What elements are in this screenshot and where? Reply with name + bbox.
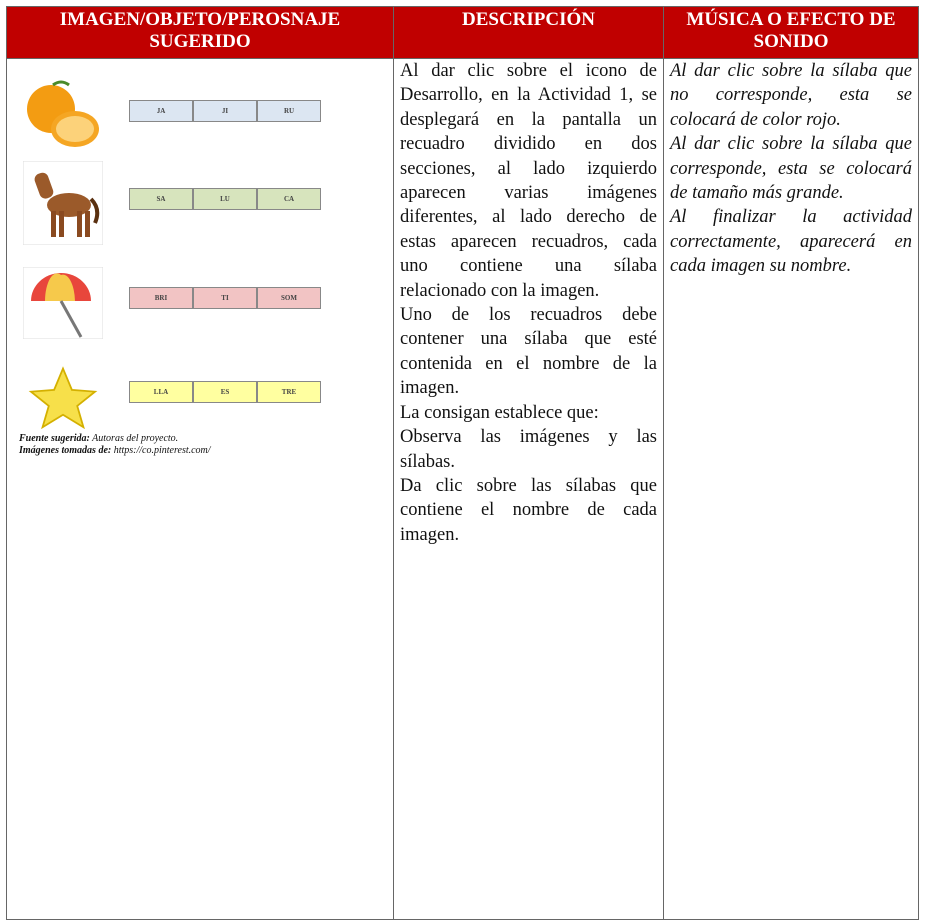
orange-image [27, 80, 99, 147]
star-image [28, 366, 98, 429]
description-cell: Al dar clic sobre el icono de Desarrollo… [393, 58, 664, 920]
syllable: CA [257, 188, 321, 210]
syllable: TRE [257, 381, 321, 403]
syllable: JA [129, 100, 193, 122]
syllable: ES [193, 381, 257, 403]
images-caption: Imágenes tomadas de: https://co.pinteres… [19, 445, 387, 457]
description-paragraph: Da clic sobre las sílabas que contiene e… [400, 475, 657, 545]
image-cell: JA JI RU SA LU CA BRI TI SOM LLA ES TRE Fu [6, 58, 394, 920]
syllable: SA [129, 188, 193, 210]
syllable: JI [193, 100, 257, 122]
syllable: SOM [257, 287, 321, 309]
image-row: LLA ES TRE [13, 365, 387, 433]
syllable: LLA [129, 381, 193, 403]
body-row: JA JI RU SA LU CA BRI TI SOM LLA ES TRE Fu [6, 58, 919, 920]
syllable-strip: JA JI RU [129, 100, 321, 122]
header-row: IMAGEN/OBJETO/PEROSNAJE SUGERIDO DESCRIP… [6, 6, 919, 59]
description-paragraph: Observa las imágenes y las sílabas. [400, 427, 657, 472]
syllable: RU [257, 100, 321, 122]
sound-paragraph: Al dar clic sobre la sílaba que no corre… [670, 61, 912, 130]
syllable-strip: LLA ES TRE [129, 381, 321, 403]
activity-table: IMAGEN/OBJETO/PEROSNAJE SUGERIDO DESCRIP… [6, 6, 919, 920]
source: Autoras del proyecto. [92, 433, 179, 444]
syllable-strip: SA LU CA [129, 188, 321, 210]
syllable: LU [193, 188, 257, 210]
syllable-strip: BRI TI SOM [129, 287, 321, 309]
image-row: BRI TI SOM [13, 261, 387, 365]
description-paragraph: La consigan establece que: [400, 402, 599, 423]
description-paragraph: Al dar clic sobre el icono de Desarrollo… [400, 61, 657, 301]
images-source: https://co.pinterest.com/ [113, 445, 211, 456]
images-label: Imágenes tomadas de: [19, 445, 112, 456]
header-cell: IMAGEN/OBJETO/PEROSNAJE SUGERIDO [6, 6, 394, 59]
description-paragraph: Uno de los recuadros debe contener una s… [400, 305, 657, 399]
image-row: SA LU CA [13, 161, 387, 261]
page: IMAGEN/OBJETO/PEROSNAJE SUGERIDO DESCRIP… [6, 6, 919, 920]
sound-cell: Al dar clic sobre la sílaba que no corre… [663, 58, 919, 920]
syllable: BRI [129, 287, 193, 309]
umbrella-image [23, 267, 103, 339]
sound-paragraph: Al dar clic sobre la sílaba que correspo… [670, 134, 912, 204]
syllable: TI [193, 287, 257, 309]
sound-paragraph: Al finalizar la actividad correctamente,… [670, 207, 912, 277]
header-cell: DESCRIPCIÓN [393, 6, 664, 59]
header-cell: MÚSICA O EFECTO DE SONIDO [663, 6, 919, 59]
image-row: JA JI RU [13, 79, 387, 159]
source-label: Fuente sugerida: [19, 433, 90, 444]
horse-image [23, 161, 103, 245]
source-caption: Fuente sugerida: Autoras del proyecto. [19, 433, 387, 445]
